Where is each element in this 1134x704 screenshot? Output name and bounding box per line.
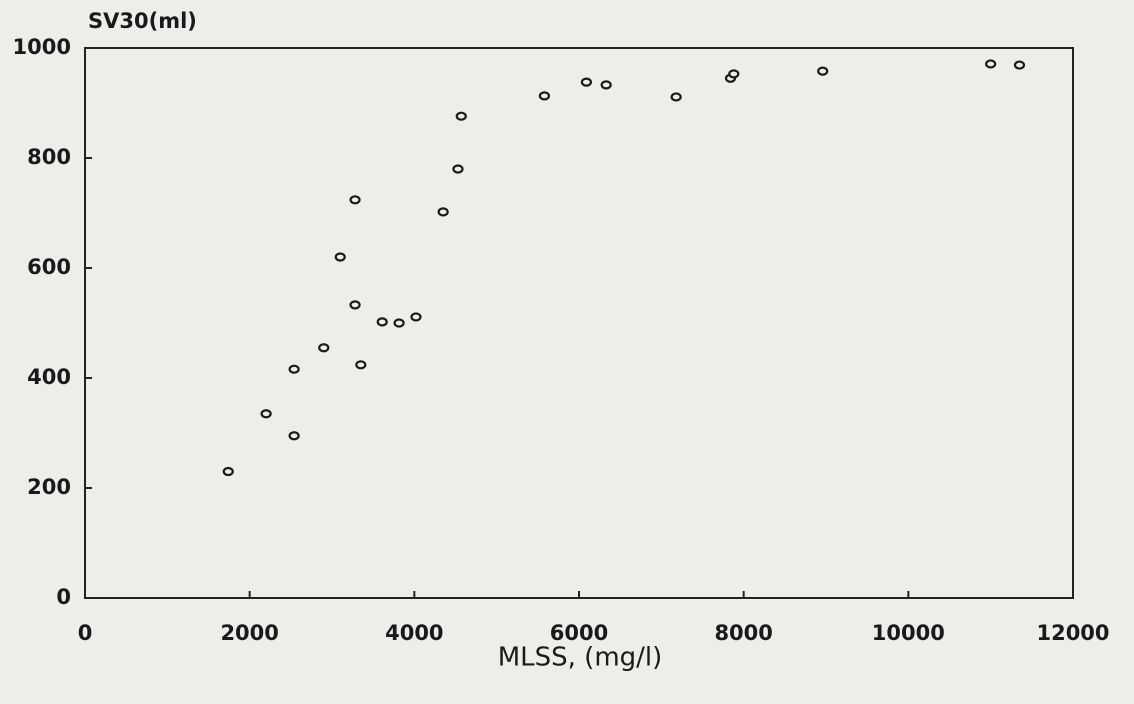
data-point [393, 318, 405, 328]
data-point [349, 195, 361, 205]
data-point [452, 164, 464, 174]
y-tick-label: 0 [56, 585, 71, 609]
data-point [260, 409, 272, 419]
data-point [355, 360, 367, 370]
y-tick-label: 600 [27, 255, 71, 279]
data-point [410, 312, 422, 322]
data-point [288, 431, 300, 441]
data-point [288, 364, 300, 374]
data-point [222, 466, 234, 477]
data-point [728, 69, 740, 79]
y-tick-label: 800 [27, 145, 71, 169]
x-tick-label: 2000 [220, 621, 278, 645]
x-tick-label: 8000 [714, 621, 772, 645]
y-tick-label: 200 [27, 475, 71, 499]
data-point [437, 207, 449, 217]
data-point [580, 77, 593, 87]
data-point [376, 317, 388, 327]
data-point [455, 111, 467, 121]
y-axis-title: SV30(ml) [88, 9, 197, 33]
x-tick-label: 0 [78, 621, 93, 645]
data-point [670, 92, 682, 102]
data-point [349, 300, 361, 310]
x-tick-label: 12000 [1036, 621, 1109, 645]
y-tick-label: 400 [27, 365, 71, 389]
data-point [1013, 60, 1026, 70]
x-tick-label: 10000 [872, 621, 945, 645]
data-point [334, 252, 346, 262]
data-point [985, 59, 997, 69]
data-point [600, 80, 612, 90]
x-axis-title: MLSS, (mg/l) [498, 643, 663, 673]
data-point [817, 66, 829, 76]
data-point [318, 343, 330, 353]
plot-frame [84, 47, 1074, 599]
x-tick-label: 6000 [550, 621, 608, 645]
data-point [538, 91, 551, 101]
y-tick-label: 1000 [13, 35, 71, 59]
x-tick-label: 4000 [385, 621, 443, 645]
